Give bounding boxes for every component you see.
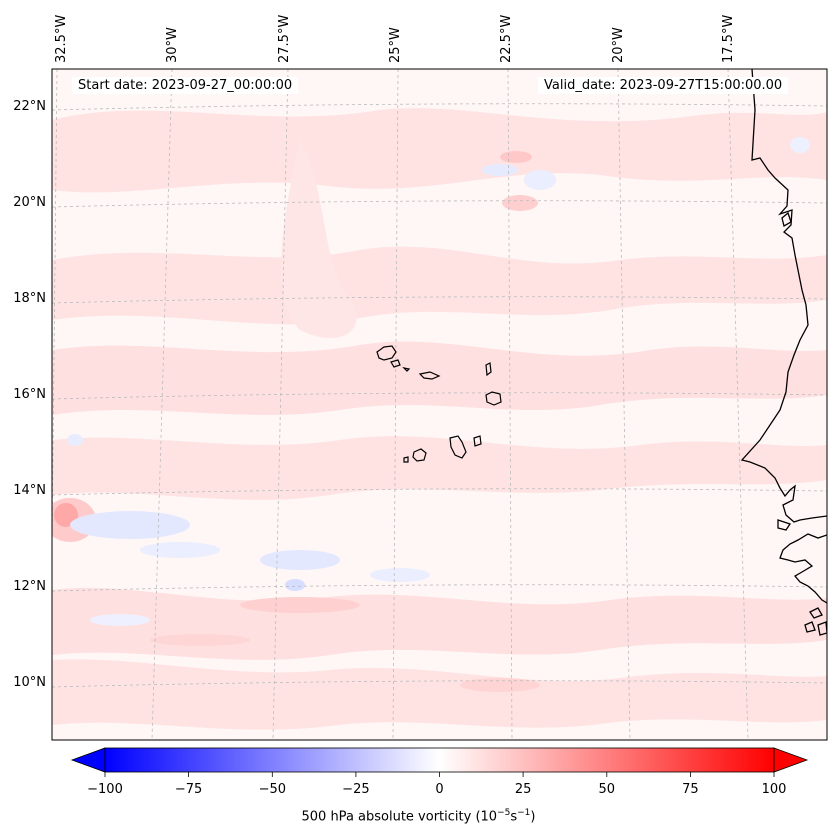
longitude-label: 27.5°W [277, 14, 292, 63]
vorticity-cell-negative [70, 511, 190, 539]
island-brava [403, 456, 409, 463]
island-sal [485, 362, 492, 377]
vorticity-cell-negative [90, 614, 150, 626]
vorticity-cell [502, 195, 538, 211]
colorbar-label: 500 hPa absolute vorticity (10−5s−1) [0, 808, 837, 824]
colorbar-tick-label: −75 [174, 782, 203, 797]
vorticity-band [281, 140, 357, 339]
island-sao-vicente [390, 359, 401, 368]
latitude-label: 16°N [13, 387, 46, 402]
vorticity-cell-negative [260, 550, 340, 570]
vorticity-cell-negative [524, 170, 556, 190]
vorticity-band [52, 341, 827, 415]
latitude-label: 18°N [13, 291, 46, 306]
vorticity-cell-negative [67, 434, 83, 446]
colorbar-extend-high [773, 747, 809, 773]
longitude-label: 17.5°W [721, 14, 736, 63]
valid-date-label: Valid_date: 2023-09-27T15:00:00.00 [538, 77, 789, 94]
longitude-label: 25°W [388, 27, 403, 63]
island-santa-luzia [402, 367, 411, 372]
colorbar-extend-low [70, 747, 106, 773]
island-santo-antao [376, 345, 397, 361]
bijagos-islands [804, 607, 827, 636]
colorbar-tick-label: 75 [682, 782, 699, 797]
vorticity-cell [500, 151, 532, 163]
latitude-label: 10°N [13, 675, 46, 690]
colorbar-label-suffix: ) [530, 809, 536, 825]
vorticity-cell [460, 678, 540, 692]
colorbar-tick-label: −50 [258, 782, 287, 797]
map-frame [51, 68, 828, 741]
colorbar-tick-label: 50 [598, 782, 616, 797]
latitude-label: 12°N [13, 579, 46, 594]
colorbar-gradient [104, 747, 775, 773]
island-fogo [412, 448, 427, 462]
longitude-label: 30°W [165, 27, 180, 63]
longitude-label: 32.5°W [54, 14, 69, 63]
colorbar-tick-label: −25 [342, 782, 370, 797]
vorticity-band [52, 436, 827, 500]
longitude-label: 20°W [611, 27, 626, 63]
coastline [740, 69, 827, 636]
vorticity-cell [240, 597, 360, 613]
vorticity-band [52, 246, 827, 325]
latitude-label: 20°N [13, 195, 46, 210]
vorticity-field [52, 108, 827, 730]
vorticity-cell-negative [790, 137, 810, 153]
start-date-label: Start date: 2023-09-27_00:00:00 [72, 77, 299, 94]
island-boa-vista [485, 391, 502, 406]
island-maio [473, 435, 482, 447]
colorbar-tick-label: 100 [761, 782, 787, 797]
colorbar-tick-label: 25 [514, 782, 532, 797]
vorticity-band [52, 659, 827, 730]
cape-verde-islands [376, 345, 502, 463]
latitude-label: 14°N [13, 483, 46, 498]
island-santiago [449, 435, 467, 459]
vorticity-cell-negative [370, 568, 430, 582]
vorticity-cell-negative [482, 164, 518, 176]
colorbar [70, 747, 809, 777]
colorbar-tick-label: −100 [87, 782, 123, 797]
africa-coastline [777, 519, 792, 531]
colorbar-label-prefix: 500 hPa absolute vorticity (10 [301, 809, 498, 825]
colorbar-label-exponent: −5 [497, 808, 511, 818]
colorbar-label-exponent: −1 [517, 808, 531, 818]
vorticity-cell-negative [140, 542, 220, 558]
vorticity-cell-negative [285, 579, 305, 591]
africa-coastline [779, 533, 827, 604]
colorbar-label-unit: s [510, 809, 518, 825]
colorbar-tick-label: 0 [435, 782, 444, 797]
longitude-label: 22.5°W [499, 14, 514, 63]
mauritania-inlet [781, 211, 792, 227]
vorticity-cell [150, 634, 250, 646]
africa-coastline [740, 69, 827, 523]
graticule [52, 69, 827, 740]
island-sao-nicolau [418, 371, 441, 380]
vorticity-cell [54, 503, 78, 527]
latitude-label: 22°N [13, 99, 46, 114]
vorticity-band [52, 108, 827, 193]
